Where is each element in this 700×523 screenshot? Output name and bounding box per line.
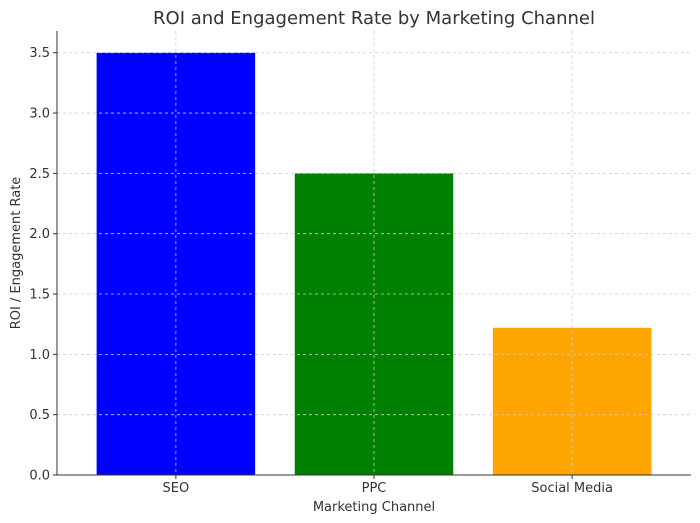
grid bbox=[57, 31, 691, 475]
bar-social-media bbox=[492, 327, 652, 475]
x-tick-label: PPC bbox=[362, 481, 387, 496]
x-tick-label: SEO bbox=[163, 481, 190, 496]
y-tick-label: 3.5 bbox=[29, 46, 50, 61]
y-tick-label: 0.5 bbox=[29, 408, 50, 423]
y-tick-label: 2.5 bbox=[29, 167, 50, 182]
x-tick-label: Social Media bbox=[531, 481, 613, 496]
x-axis-label: Marketing Channel bbox=[313, 500, 435, 515]
y-tick-label: 2.0 bbox=[29, 227, 50, 242]
ticks: 0.0 0.5 1.0 1.5 2.0 2.5 3.0 3.5 SEO PPC Social Med… bbox=[29, 46, 613, 496]
y-tick-label: 3.0 bbox=[29, 107, 50, 122]
y-axis-label: ROI / Engagement Rate bbox=[9, 177, 24, 330]
chart-title: ROI and Engagement Rate by Marketing Cha… bbox=[153, 8, 595, 29]
y-tick-label: 1.5 bbox=[29, 288, 50, 303]
y-tick-label: 1.0 bbox=[29, 348, 50, 363]
y-tick-label: 0.0 bbox=[29, 469, 50, 484]
